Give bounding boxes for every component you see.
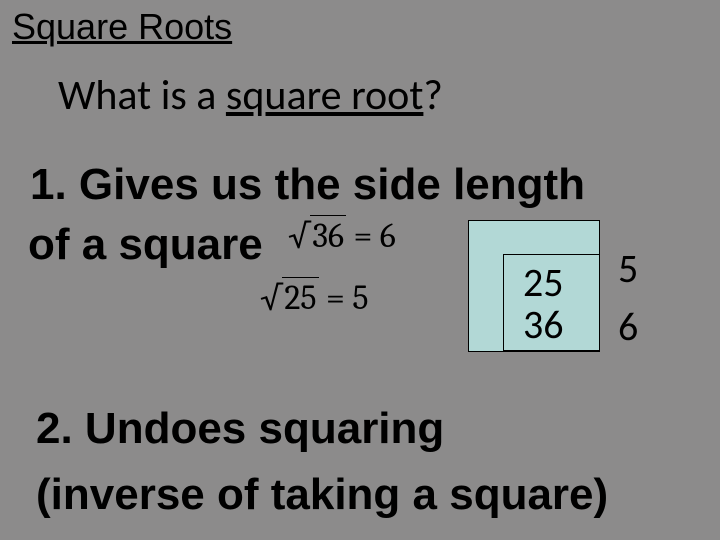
inner-side-label: 5 — [618, 244, 638, 293]
outer-side-label: 6 — [618, 302, 638, 351]
point1-rest1: Gives us the side length — [67, 160, 585, 209]
point2-line1: 2. Undoes squaring — [36, 404, 444, 454]
question-prefix: What is a — [58, 70, 226, 121]
equation-sqrt25: √25 = 5 — [260, 278, 369, 318]
equation-sqrt36: √36 = 6 — [288, 216, 396, 256]
point2-line2: (inverse of taking a square) — [36, 470, 608, 520]
eq2-result: = 5 — [326, 278, 368, 318]
eq1-result: = 6 — [353, 216, 395, 256]
question-text: What is a square root? — [58, 70, 443, 121]
outer-area-label: 36 — [523, 300, 564, 349]
question-suffix: ? — [423, 70, 442, 121]
slide-title: Square Roots — [12, 6, 232, 48]
point1-number: 1. — [30, 160, 67, 209]
question-keyword: square root — [226, 70, 424, 121]
point1-line2: of a square — [28, 220, 263, 270]
radicand-25: 25 — [282, 277, 318, 318]
radicand-36: 36 — [310, 215, 346, 256]
point1-line1: 1. Gives us the side length — [30, 160, 585, 210]
